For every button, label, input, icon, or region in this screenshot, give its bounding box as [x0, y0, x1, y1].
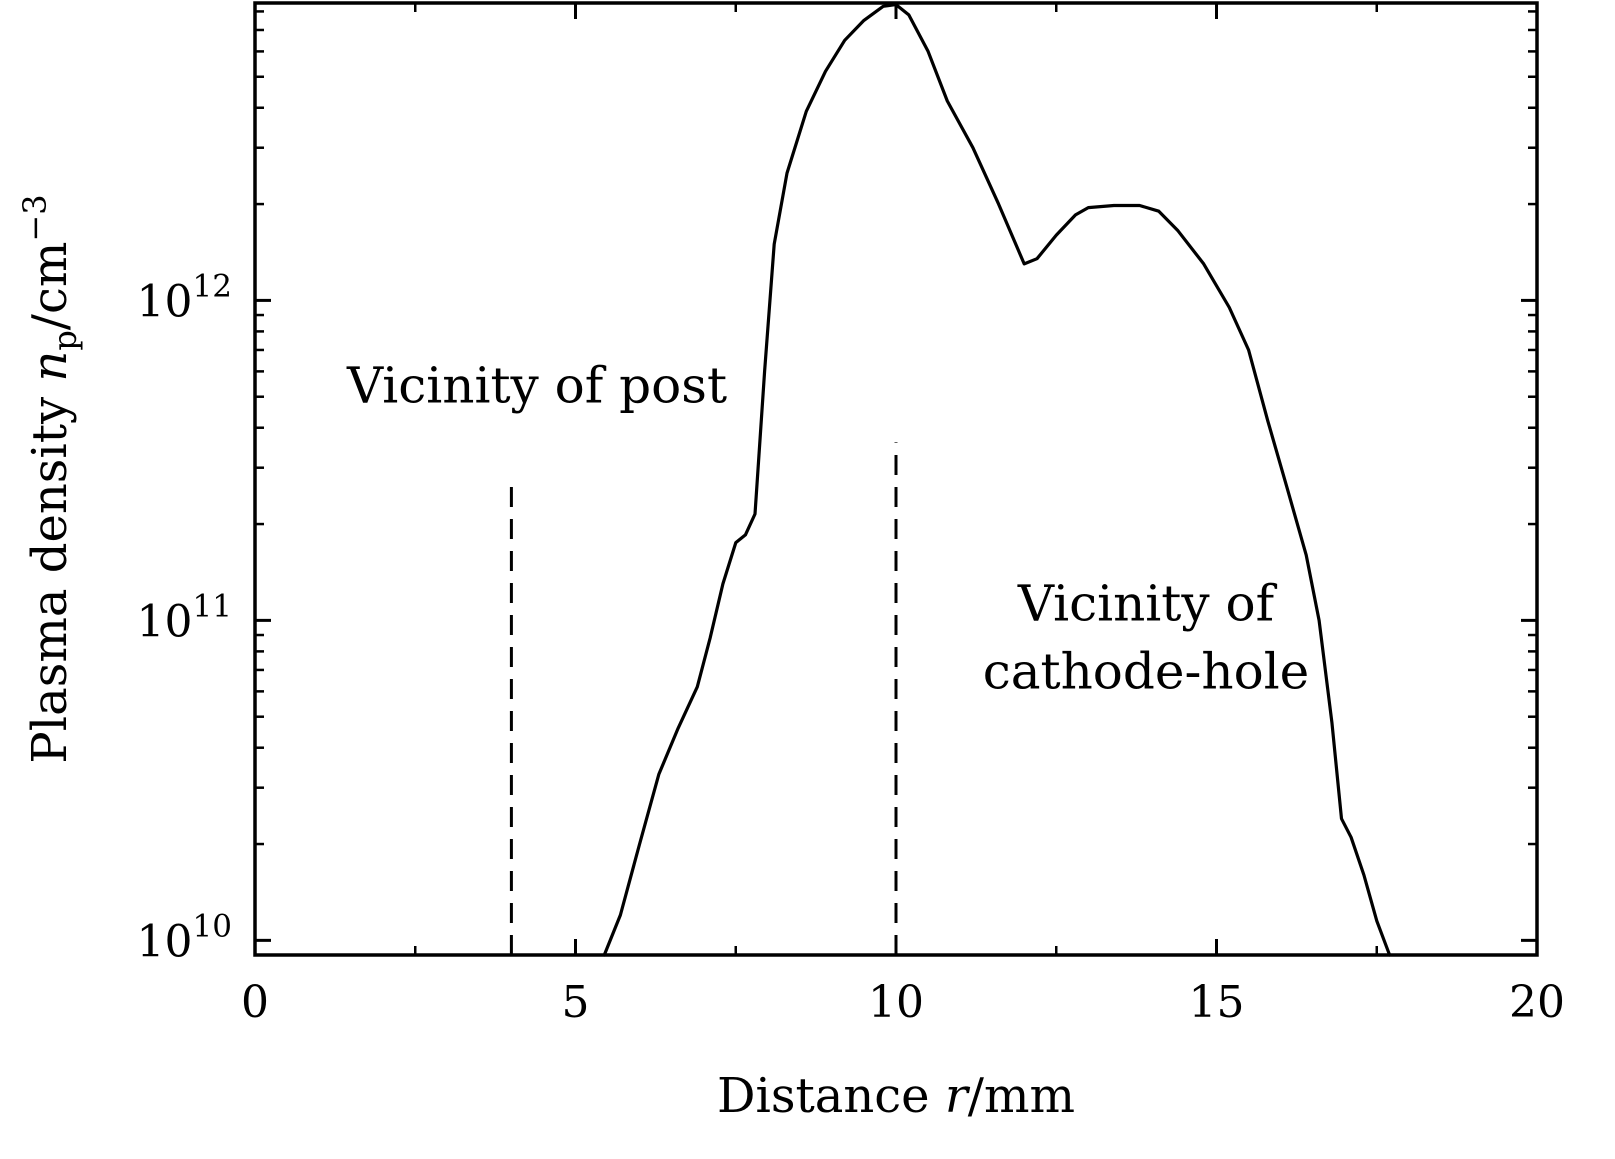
- x-tick-label: 20: [1509, 977, 1565, 1028]
- annotation-text: Vicinity of cathode-hole: [983, 574, 1310, 700]
- y-axis-title-sub: p: [46, 330, 84, 350]
- y-tick-labels: 1010 1011 1012: [137, 268, 232, 967]
- y-axis-title-prefix: Plasma density: [22, 382, 78, 764]
- annotations: Vicinity of post Vicinity of cathode-hole: [346, 356, 1309, 700]
- x-tick-labels: 0 5 10 15 20: [241, 977, 1565, 1028]
- x-axis-title: Distance r/mm: [717, 1068, 1075, 1124]
- y-axis-title: Plasma density np/cm−3: [16, 194, 84, 763]
- x-tick-label: 10: [868, 977, 924, 1028]
- annotation-text: Vicinity of post: [346, 356, 727, 414]
- series-line: [602, 2, 1392, 957]
- y-axis-title-unit: /cm: [22, 242, 78, 331]
- y-tick-label: 1011: [137, 588, 232, 647]
- x-axis-title-unit: /mm: [968, 1068, 1075, 1124]
- reference-lines: [509, 442, 898, 955]
- y-tick-label: 1012: [137, 268, 232, 327]
- y-axis-title-var: n: [22, 351, 78, 382]
- plot-frame: [253, 1, 1539, 957]
- x-axis-title-prefix: Distance: [717, 1068, 945, 1124]
- x-tick-label: 5: [562, 977, 590, 1028]
- x-axis-title-var: r: [945, 1068, 971, 1124]
- y-axis-title-sup: −3: [16, 194, 54, 241]
- x-tick-label: 0: [241, 977, 269, 1028]
- x-tick-label: 15: [1189, 977, 1245, 1028]
- y-tick-label: 1010: [137, 908, 232, 967]
